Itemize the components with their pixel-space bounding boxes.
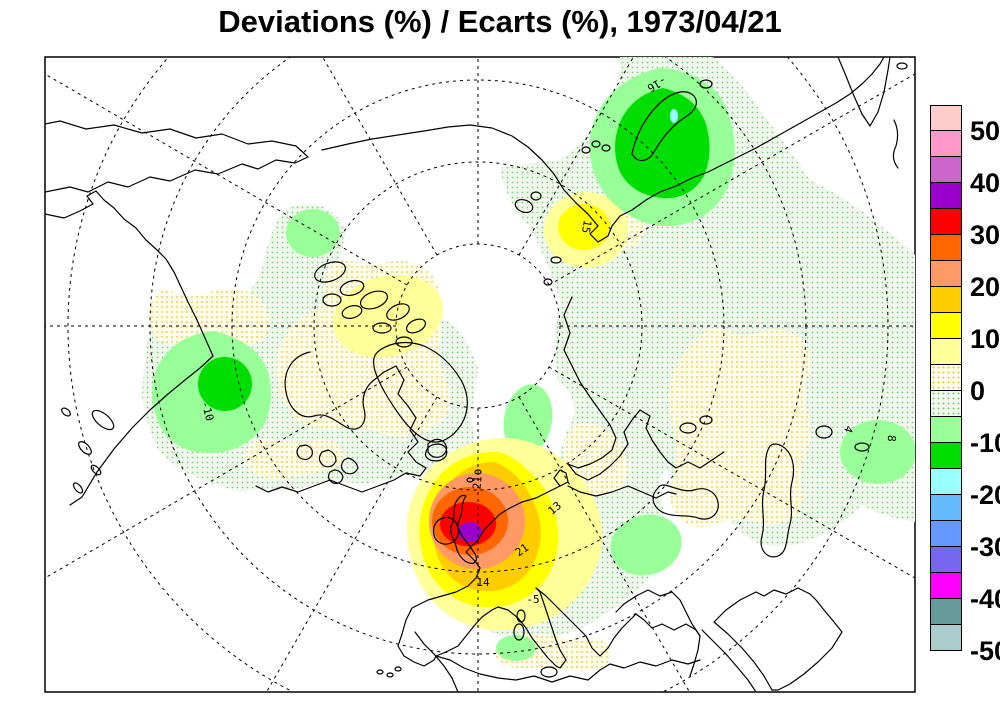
contour-label: 15 xyxy=(579,219,594,234)
legend-cell xyxy=(930,261,962,287)
meridians xyxy=(45,57,915,692)
legend-tick-label: 20 xyxy=(970,272,1000,302)
negative-region-balkans xyxy=(610,514,682,576)
legend-cell xyxy=(930,547,962,573)
legend-cell xyxy=(930,573,962,599)
legend-tick-label: 10 xyxy=(970,324,1000,354)
legend-tick-label: -40 xyxy=(970,584,1000,614)
legend-cell xyxy=(930,339,962,365)
legend-cell xyxy=(930,417,962,443)
negative-region-north-africa xyxy=(496,635,536,661)
color-scale-legend xyxy=(930,105,962,651)
negative-region-central-asia xyxy=(840,420,915,484)
legend-cell xyxy=(930,157,962,183)
negative-region-bering xyxy=(286,209,340,257)
legend-cell xyxy=(930,469,962,495)
slight-positive-field-alaska xyxy=(149,289,269,348)
legend-tick-label: 40 xyxy=(970,168,1000,198)
map-title: Deviations (%) / Ecarts (%), 1973/04/21 xyxy=(218,4,782,39)
legend-cell xyxy=(930,365,962,391)
negative-region-north-sea xyxy=(503,384,553,456)
positive-region-archipelago xyxy=(332,274,444,358)
contour-label: -10 xyxy=(199,400,217,423)
legend-tick-label: 0 xyxy=(970,376,986,406)
deviation-regions xyxy=(152,68,915,661)
legend-cell xyxy=(930,183,962,209)
contour-label: 21 xyxy=(513,541,531,559)
positive-anomaly-maximum xyxy=(458,522,482,542)
legend-tick-label: -30 xyxy=(970,532,1000,562)
legend-cell xyxy=(930,521,962,547)
negative-region-west-canada-core xyxy=(198,357,252,411)
legend-tick-label: 30 xyxy=(970,220,1000,250)
legend-cell xyxy=(930,443,962,469)
legend-tick-label: -10 xyxy=(970,428,1000,458)
legend-cell xyxy=(930,235,962,261)
negative-region-kara-minimum xyxy=(670,109,678,123)
contour-label: 14 xyxy=(476,576,490,589)
contour-label: 4 xyxy=(841,424,856,435)
legend-cell xyxy=(930,495,962,521)
legend-cell xyxy=(930,209,962,235)
legend-cell xyxy=(930,105,962,131)
positive-region-barents-core xyxy=(558,204,610,250)
coastlines xyxy=(45,57,908,692)
contour-label: 21 xyxy=(470,476,484,490)
contour-label: 8 xyxy=(885,434,899,442)
legend-tick-label: -50 xyxy=(970,636,1000,666)
legend-cell xyxy=(930,625,962,651)
legend-tick-label: -20 xyxy=(970,480,1000,510)
slight-positive-field-novascotia xyxy=(245,438,344,480)
slight-positive-field-east-europe xyxy=(669,328,811,528)
legend-cell xyxy=(930,313,962,339)
legend-cell xyxy=(930,131,962,157)
legend-cell xyxy=(930,287,962,313)
legend-tick-label: 50 xyxy=(970,116,1000,146)
legend-cell xyxy=(930,599,962,625)
contour-label: -5 xyxy=(526,593,539,606)
negative-region-kara-core xyxy=(615,88,710,199)
legend-cell xyxy=(930,391,962,417)
